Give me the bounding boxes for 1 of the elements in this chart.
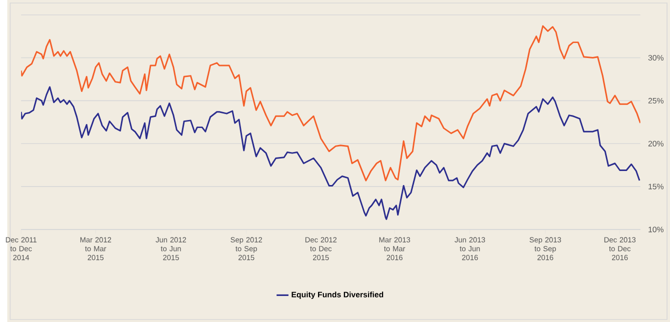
line-series [21, 86, 640, 220]
